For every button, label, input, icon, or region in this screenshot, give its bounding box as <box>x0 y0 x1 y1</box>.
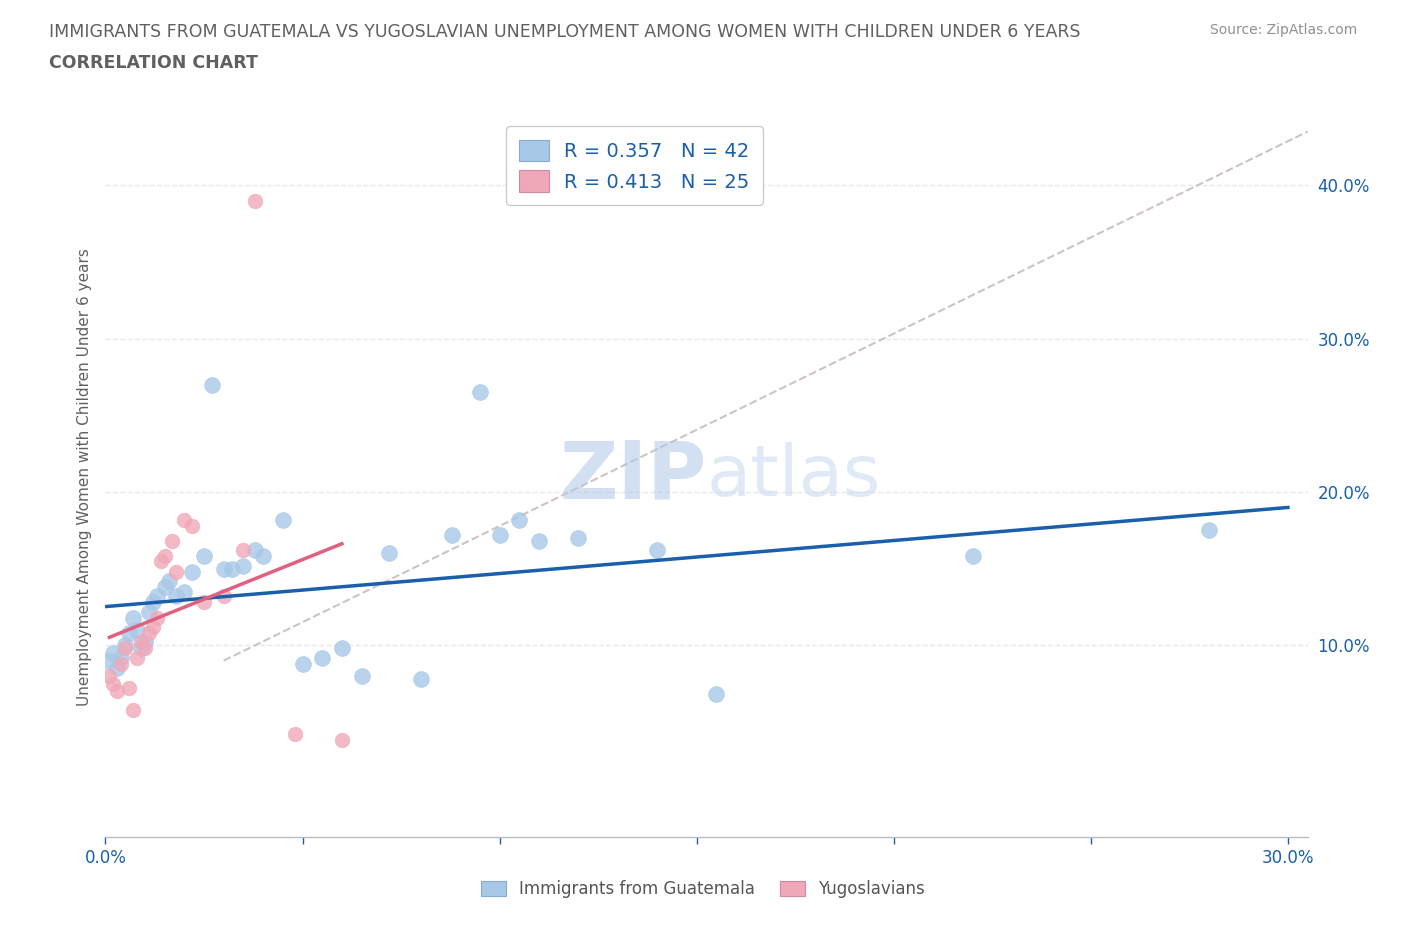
Text: CORRELATION CHART: CORRELATION CHART <box>49 54 259 72</box>
Point <box>181 565 204 579</box>
Point <box>271 512 294 527</box>
Point <box>103 676 125 691</box>
Point <box>252 549 274 564</box>
Point <box>245 193 267 208</box>
Point <box>284 727 307 742</box>
Point <box>173 512 195 527</box>
Point <box>468 385 491 400</box>
Point <box>350 669 373 684</box>
Point <box>212 589 235 604</box>
Point <box>173 584 195 599</box>
Point <box>330 733 353 748</box>
Point <box>145 610 167 625</box>
Point <box>103 645 125 660</box>
Point <box>129 641 152 656</box>
Point <box>98 669 121 684</box>
Text: atlas: atlas <box>707 442 882 512</box>
Point <box>378 546 401 561</box>
Point <box>138 604 160 619</box>
Point <box>221 561 243 576</box>
Point <box>114 638 136 653</box>
Point <box>232 558 254 573</box>
Point <box>122 702 145 717</box>
Point <box>193 549 215 564</box>
Point <box>488 527 510 542</box>
Point <box>122 610 145 625</box>
Point <box>134 635 156 650</box>
Text: IMMIGRANTS FROM GUATEMALA VS YUGOSLAVIAN UNEMPLOYMENT AMONG WOMEN WITH CHILDREN : IMMIGRANTS FROM GUATEMALA VS YUGOSLAVIAN… <box>49 23 1081 41</box>
Point <box>330 641 353 656</box>
Point <box>527 534 550 549</box>
Point <box>706 687 728 702</box>
Point <box>508 512 530 527</box>
Point <box>232 543 254 558</box>
Text: Source: ZipAtlas.com: Source: ZipAtlas.com <box>1209 23 1357 37</box>
Legend: Immigrants from Guatemala, Yugoslavians: Immigrants from Guatemala, Yugoslavians <box>474 873 932 905</box>
Point <box>181 518 204 533</box>
Point <box>201 378 224 392</box>
Point <box>157 574 180 589</box>
Point <box>142 595 165 610</box>
Point <box>1198 523 1220 538</box>
Point <box>311 650 333 665</box>
Point <box>114 641 136 656</box>
Point <box>291 657 314 671</box>
Point <box>129 635 152 650</box>
Point <box>409 671 432 686</box>
Point <box>962 549 984 564</box>
Point <box>118 626 141 641</box>
Point <box>110 650 132 665</box>
Point <box>145 589 167 604</box>
Point <box>118 681 141 696</box>
Point <box>153 549 176 564</box>
Point <box>165 589 187 604</box>
Legend: R = 0.357   N = 42, R = 0.413   N = 25: R = 0.357 N = 42, R = 0.413 N = 25 <box>506 126 763 206</box>
Point <box>125 650 148 665</box>
Point <box>105 661 128 676</box>
Point <box>441 527 464 542</box>
Point <box>162 534 184 549</box>
Point <box>134 641 156 656</box>
Point <box>245 543 267 558</box>
Text: ZIP: ZIP <box>560 438 707 515</box>
Point <box>212 561 235 576</box>
Point <box>567 530 589 545</box>
Point <box>165 565 187 579</box>
Point <box>138 626 160 641</box>
Point <box>142 619 165 634</box>
Point <box>105 684 128 698</box>
Point <box>645 543 668 558</box>
Point <box>153 579 176 594</box>
Point <box>98 653 121 668</box>
Point <box>149 553 172 568</box>
Point <box>125 622 148 637</box>
Y-axis label: Unemployment Among Women with Children Under 6 years: Unemployment Among Women with Children U… <box>76 247 91 706</box>
Point <box>193 595 215 610</box>
Point <box>110 657 132 671</box>
